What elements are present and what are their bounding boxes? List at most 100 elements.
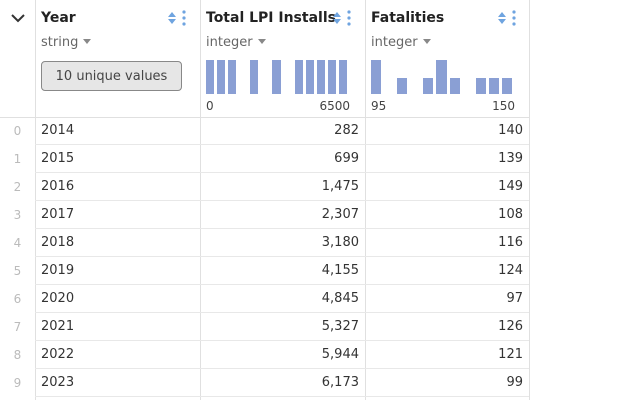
fatalities-cell[interactable]: 140 xyxy=(498,123,523,138)
table-row[interactable]: 97 xyxy=(365,285,529,313)
table-row[interactable]: 139 xyxy=(365,145,529,173)
column-type-label: string xyxy=(41,35,79,50)
year-cell[interactable]: 2017 xyxy=(41,207,75,222)
more-menu-icon[interactable] xyxy=(347,10,351,26)
year-cell[interactable]: 2021 xyxy=(41,319,75,334)
column-header-fatalities: Fatalities integer 95 150 xyxy=(365,0,529,118)
table-row[interactable]: 2020 xyxy=(35,285,200,313)
table-row[interactable]: 3,180 xyxy=(200,229,365,257)
row-index: 4 xyxy=(13,236,22,250)
fatalities-cell[interactable]: 126 xyxy=(498,319,523,334)
histogram-max-label: 150 xyxy=(492,99,515,113)
column-header-lpi-installs: Total LPI Installs integer 0 6500 xyxy=(200,0,365,118)
table-row[interactable]: 2017 xyxy=(35,201,200,229)
histogram[interactable] xyxy=(206,60,350,94)
sort-icon[interactable] xyxy=(332,11,342,25)
row-index: 3 xyxy=(13,208,22,222)
table-row[interactable]: 116 xyxy=(365,229,529,257)
year-cell[interactable]: 2014 xyxy=(41,123,75,138)
lpi-installs-cell[interactable]: 2,307 xyxy=(321,207,359,222)
table-row[interactable]: 1,475 xyxy=(200,173,365,201)
column-name[interactable]: Fatalities xyxy=(371,10,445,26)
year-cell[interactable]: 2020 xyxy=(41,291,75,306)
table-row[interactable]: 2015 xyxy=(35,145,200,173)
column-type-dropdown[interactable]: integer xyxy=(371,35,431,50)
table-row[interactable]: 124 xyxy=(365,257,529,285)
lpi-installs-cell[interactable]: 3,180 xyxy=(321,235,359,250)
histogram-bar xyxy=(305,60,314,94)
table-row[interactable]: 2016 xyxy=(35,173,200,201)
table-row[interactable]: 2,307 xyxy=(200,201,365,229)
year-cell[interactable]: 2023 xyxy=(41,375,75,390)
histogram-bar xyxy=(338,60,347,94)
fatalities-cell[interactable]: 99 xyxy=(506,375,523,390)
histogram-bar xyxy=(316,60,325,94)
sort-icon[interactable] xyxy=(497,11,507,25)
year-cell[interactable]: 2018 xyxy=(41,235,75,250)
table-row[interactable]: 2014 xyxy=(35,117,200,145)
fatalities-cell[interactable]: 97 xyxy=(506,291,523,306)
caret-down-icon xyxy=(257,39,266,44)
lpi-installs-cell[interactable]: 282 xyxy=(334,123,359,138)
table-row[interactable]: 99 xyxy=(365,369,529,397)
fatalities-cell[interactable]: 108 xyxy=(498,207,523,222)
table-row[interactable]: 5,327 xyxy=(200,313,365,341)
table-row[interactable]: 121 xyxy=(365,341,529,369)
column-name[interactable]: Year xyxy=(41,10,76,26)
more-menu-icon[interactable] xyxy=(512,10,516,26)
histogram-max-label: 6500 xyxy=(319,99,350,113)
fatalities-cell[interactable]: 149 xyxy=(498,179,523,194)
year-cell[interactable]: 2019 xyxy=(41,263,75,278)
chevron-down-icon[interactable] xyxy=(10,12,26,24)
column-name[interactable]: Total LPI Installs xyxy=(206,10,336,26)
lpi-installs-cell[interactable]: 6,173 xyxy=(321,375,359,390)
table-row[interactable]: 149 xyxy=(365,173,529,201)
lpi-installs-cell[interactable]: 4,155 xyxy=(321,263,359,278)
row-index: 7 xyxy=(13,320,22,334)
table-row[interactable]: 2018 xyxy=(35,229,200,257)
histogram-bar xyxy=(250,60,259,94)
row-index: 9 xyxy=(13,376,22,390)
lpi-installs-cell[interactable]: 5,944 xyxy=(321,347,359,362)
histogram-bar xyxy=(206,60,215,94)
table-row[interactable]: 126 xyxy=(365,313,529,341)
lpi-installs-cell[interactable]: 5,327 xyxy=(321,319,359,334)
histogram[interactable] xyxy=(371,60,515,94)
table-row[interactable]: 699 xyxy=(200,145,365,173)
table-row[interactable]: 4,845 xyxy=(200,285,365,313)
column-header-year: Year string 10 unique values xyxy=(35,0,200,118)
table-row[interactable]: 140 xyxy=(365,117,529,145)
table-row[interactable]: 2021 xyxy=(35,313,200,341)
table-row[interactable]: 108 xyxy=(365,201,529,229)
fatalities-cell[interactable]: 121 xyxy=(498,347,523,362)
column-year: Year string 10 unique values 2014 2015 201… xyxy=(35,0,201,400)
histogram-bar xyxy=(217,60,226,94)
lpi-installs-cell[interactable]: 699 xyxy=(334,151,359,166)
more-menu-icon[interactable] xyxy=(182,10,186,26)
year-cell[interactable]: 2022 xyxy=(41,347,75,362)
table-row[interactable]: 282 xyxy=(200,117,365,145)
unique-values-button[interactable]: 10 unique values xyxy=(41,61,182,91)
table-row[interactable]: 5,944 xyxy=(200,341,365,369)
lpi-installs-cell[interactable]: 1,475 xyxy=(321,179,359,194)
table-row[interactable]: 2019 xyxy=(35,257,200,285)
lpi-installs-cell[interactable]: 4,845 xyxy=(321,291,359,306)
fatalities-cell[interactable]: 124 xyxy=(498,263,523,278)
index-header xyxy=(0,0,35,118)
table-row[interactable]: 2022 xyxy=(35,341,200,369)
column-type-dropdown[interactable]: integer xyxy=(206,35,266,50)
fatalities-cell[interactable]: 116 xyxy=(498,235,523,250)
table-row[interactable]: 2023 xyxy=(35,369,200,397)
sort-icon[interactable] xyxy=(167,11,177,25)
column-type-dropdown[interactable]: string xyxy=(41,35,92,50)
table-row[interactable]: 4,155 xyxy=(200,257,365,285)
year-cell[interactable]: 2015 xyxy=(41,151,75,166)
column-type-label: integer xyxy=(206,35,253,50)
table-row[interactable]: 6,173 xyxy=(200,369,365,397)
column-fatalities: Fatalities integer 95 150 140 139 149 108 11… xyxy=(365,0,530,400)
row-index: 5 xyxy=(13,264,22,278)
row-index: 1 xyxy=(13,152,22,166)
year-cell[interactable]: 2016 xyxy=(41,179,75,194)
fatalities-cell[interactable]: 139 xyxy=(498,151,523,166)
